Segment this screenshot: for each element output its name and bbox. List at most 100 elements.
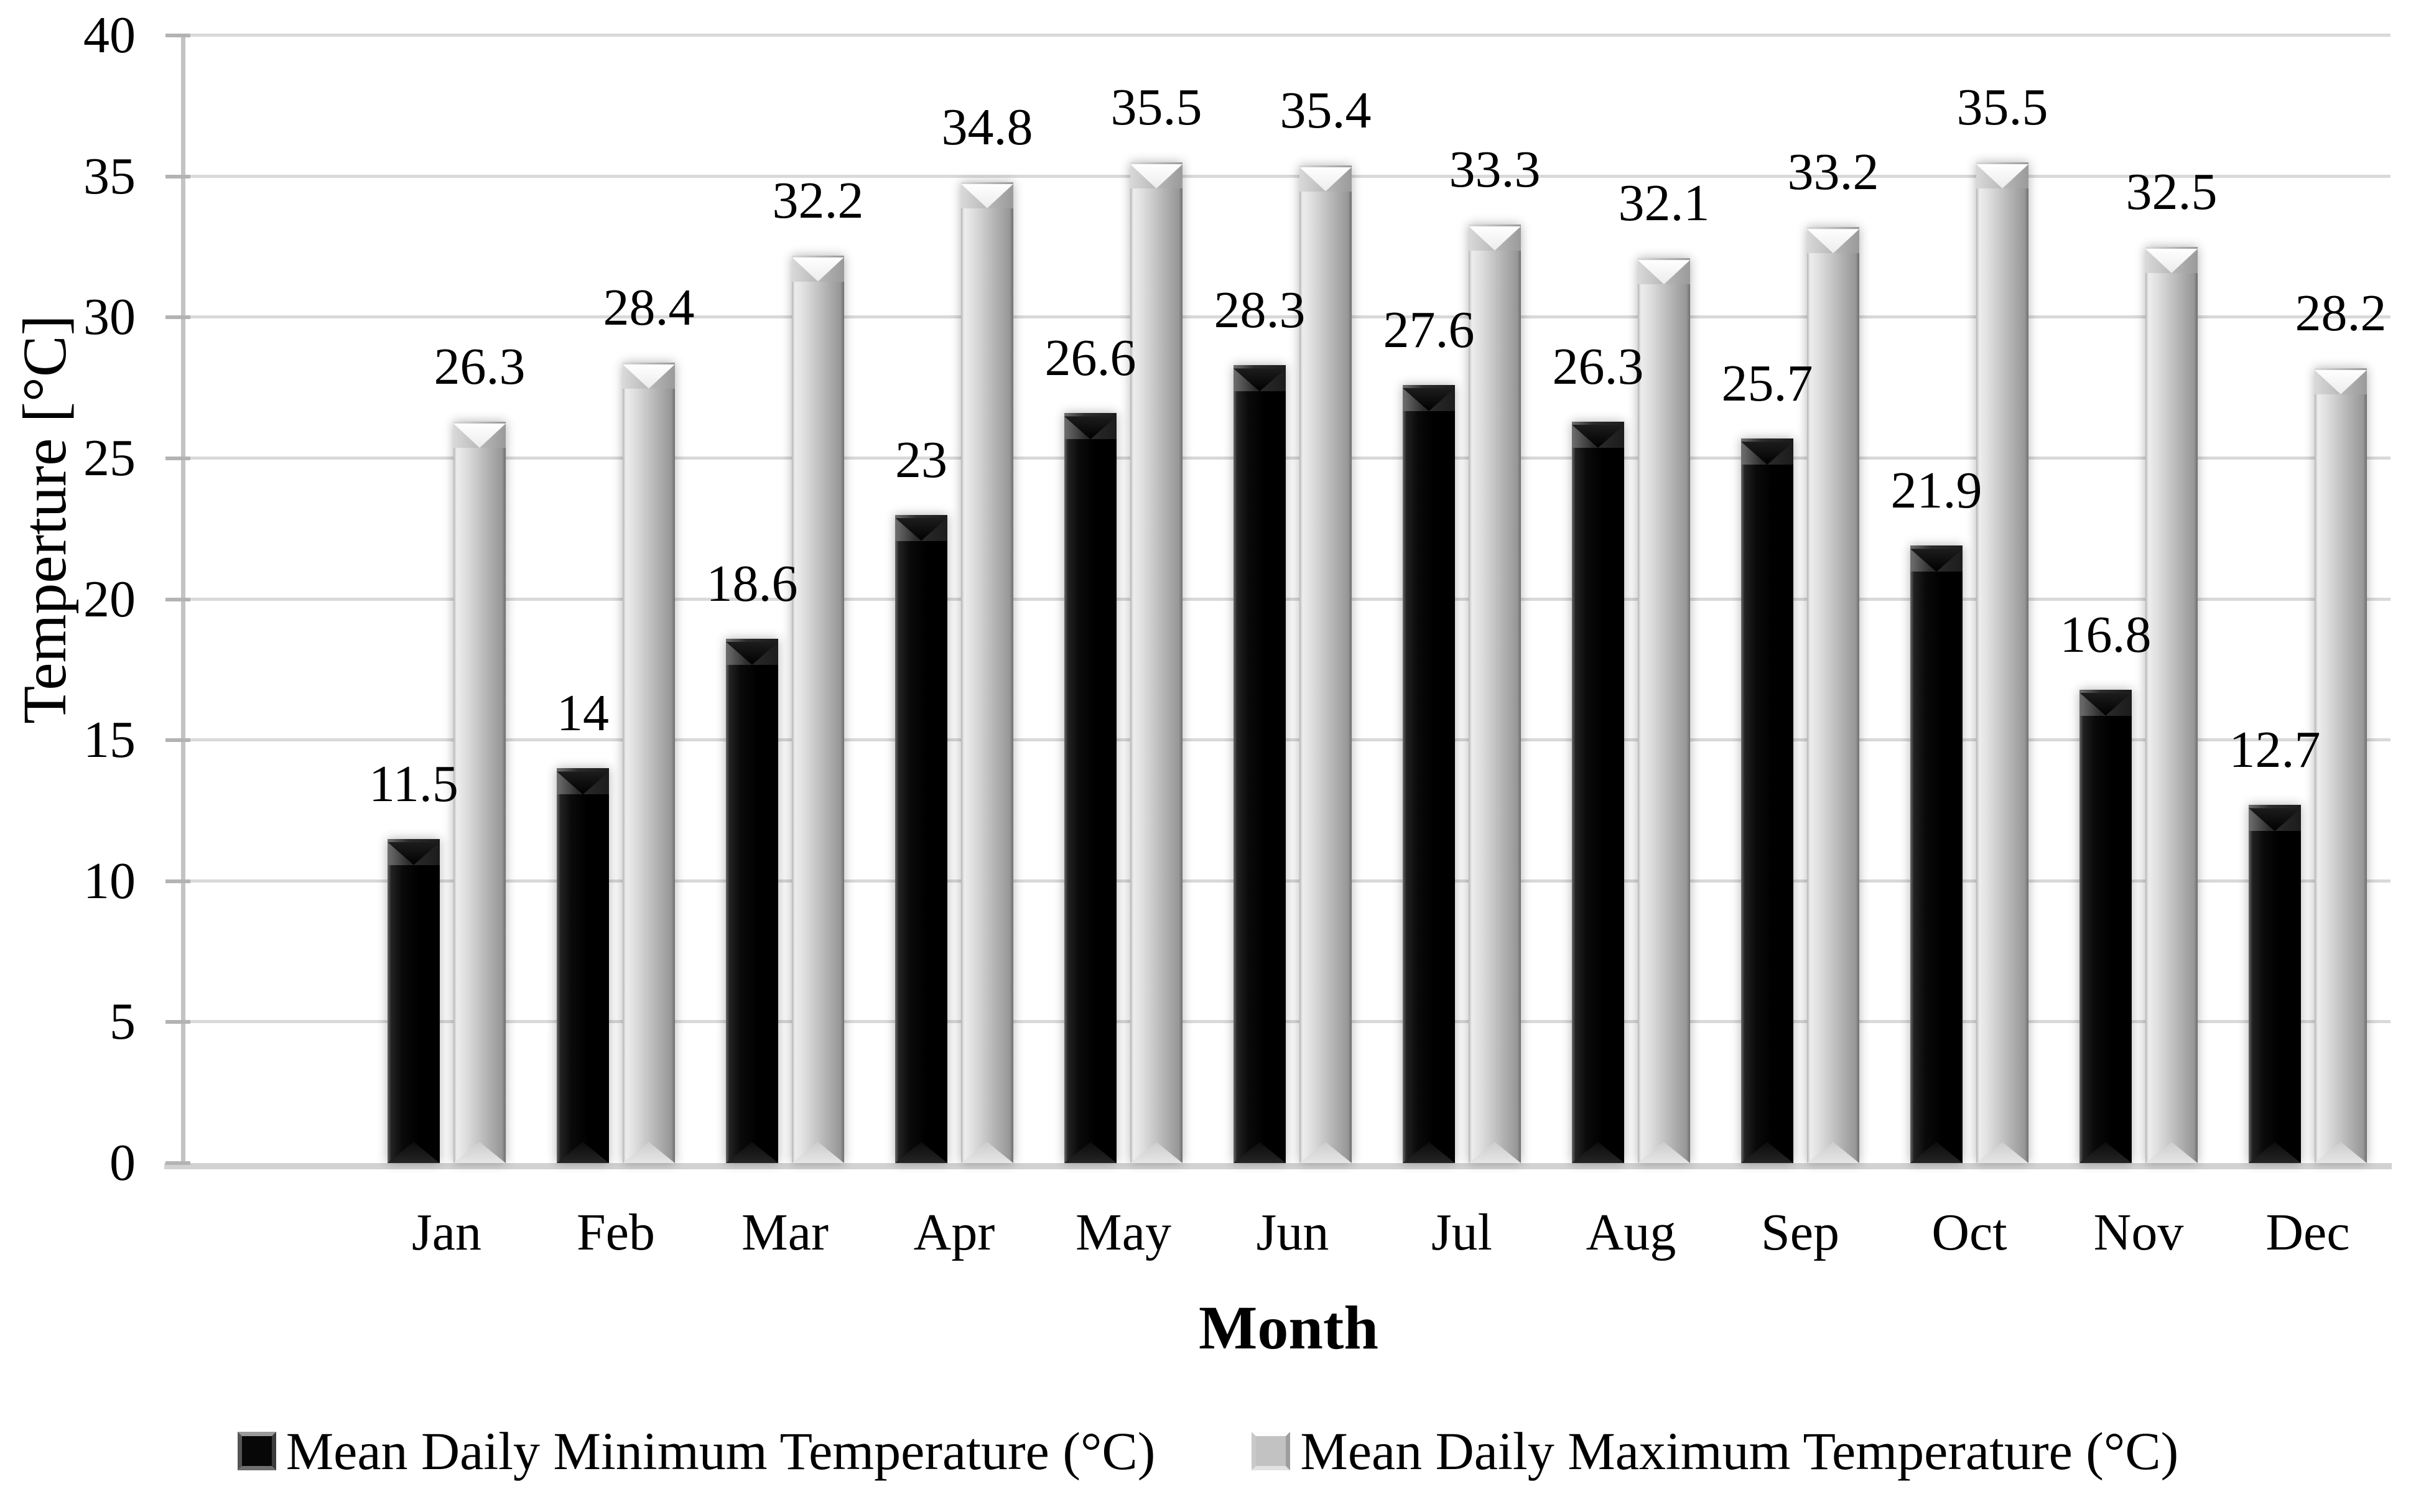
bar-max-aug [1638, 258, 1690, 1163]
y-tick-mark [165, 597, 190, 601]
bar-top-bevel [1064, 413, 1117, 440]
bar-top-bevel [1976, 162, 2028, 188]
bar-bottom-bevel [1910, 1142, 1963, 1163]
data-label-max: 32.2 [772, 171, 864, 230]
data-label-min: 21.9 [1890, 461, 1982, 520]
data-label-min: 26.3 [1552, 337, 1644, 396]
bar-min-may [1064, 413, 1117, 1163]
data-label-max: 34.8 [941, 98, 1033, 156]
category-group: 21.9 35.5 Oct [1891, 35, 2048, 1258]
bar-top-bevel [1910, 545, 1963, 572]
bar-top-bevel [792, 255, 844, 282]
y-tick-label: 40 [83, 6, 136, 64]
y-tick-mark [165, 174, 190, 179]
bar-min-feb [557, 768, 609, 1163]
legend-label: Mean Daily Maximum Temperature (°C) [1300, 1421, 2179, 1481]
data-label-max: 35.5 [1110, 78, 1202, 136]
y-axis-title: Temperture [°C] [10, 315, 79, 724]
bar-bottom-bevel [1130, 1142, 1182, 1163]
data-label-max: 28.2 [2295, 284, 2387, 342]
bar-min-mar [726, 638, 778, 1163]
bar-min-sep [1741, 438, 1793, 1163]
data-label-max: 32.5 [2126, 162, 2218, 221]
x-tick-label: Jun [1256, 1204, 1329, 1261]
category-group: 26.6 35.5 May [1045, 35, 1202, 1258]
data-label-min: 12.7 [2229, 721, 2321, 779]
bar-top-bevel [453, 421, 506, 448]
bar-bottom-bevel [895, 1142, 947, 1163]
x-axis-line [164, 1163, 2392, 1169]
category-group: 14 28.4 Feb [557, 35, 695, 1259]
bar-bottom-bevel [792, 1142, 844, 1163]
category-group: 18.6 32.2 Mar [707, 35, 864, 1258]
bar-top-bevel [2315, 368, 2367, 394]
bar-max-jul [1469, 224, 1521, 1163]
data-label-min: 14 [557, 684, 609, 743]
bar-bottom-bevel [557, 1142, 609, 1163]
bar-min-nov [2079, 689, 2132, 1163]
bar-min-jan [388, 838, 440, 1163]
bar-bottom-bevel [2249, 1142, 2301, 1163]
bar-top-bevel [623, 362, 675, 389]
data-label-max: 26.3 [434, 337, 526, 396]
gridline [185, 1020, 2390, 1024]
gridline [185, 738, 2390, 742]
x-axis-title: Month [1199, 1293, 1378, 1362]
x-tick-label: Mar [741, 1204, 829, 1261]
data-label-max: 33.2 [1787, 143, 1879, 202]
bar-min-aug [1572, 421, 1624, 1163]
bar-max-jan [453, 421, 506, 1163]
data-label-min: 25.7 [1721, 355, 1813, 413]
y-tick-label: 20 [83, 570, 136, 628]
bar-bottom-bevel [1299, 1142, 1352, 1163]
data-label-min: 23 [895, 430, 947, 489]
y-tick-mark [165, 738, 190, 743]
bar-bottom-bevel [1572, 1142, 1624, 1163]
x-tick-label: Aug [1586, 1204, 1676, 1261]
y-tick-label: 5 [109, 993, 136, 1051]
bar-bottom-bevel [1469, 1142, 1521, 1163]
bar-bottom-bevel [2315, 1142, 2367, 1163]
bar-bottom-bevel [453, 1142, 506, 1163]
bar-top-bevel [1469, 224, 1521, 251]
bar-top-bevel [1572, 421, 1624, 448]
gridline [185, 315, 2390, 319]
category-group: 23 34.8 Apr [895, 35, 1033, 1259]
y-tick-mark [165, 1020, 190, 1024]
bar-min-jun [1234, 365, 1286, 1163]
y-tick-mark [165, 34, 190, 37]
category-group: 26.3 32.1 Aug [1553, 35, 1710, 1259]
legend-marker-minimum [237, 1432, 276, 1470]
x-tick-label: Jan [412, 1204, 481, 1261]
x-tick-label: Nov [2093, 1204, 2184, 1261]
bar-min-apr [895, 514, 947, 1163]
bar-bottom-bevel [2145, 1142, 2198, 1163]
legend-label: Mean Daily Minimum Temperature (°C) [286, 1421, 1156, 1481]
bar-bottom-bevel [1976, 1142, 2028, 1163]
gridline [185, 34, 2390, 37]
bar-top-bevel [1234, 365, 1286, 392]
y-tick-label: 0 [109, 1134, 136, 1192]
bar-top-bevel [2079, 689, 2132, 716]
bar-bottom-bevel [961, 1142, 1013, 1163]
bar-top-bevel [557, 768, 609, 795]
bar-max-nov [2145, 246, 2198, 1163]
legend-item: Mean Daily Maximum Temperature (°C) [1252, 1424, 2178, 1478]
category-group: 11.5 26.3 Jan [369, 35, 525, 1258]
bar-top-bevel [895, 514, 947, 541]
x-tick-label: Dec [2265, 1204, 2350, 1261]
bar-bottom-bevel [1741, 1142, 1793, 1163]
bar-top-bevel [1741, 438, 1793, 465]
y-tick-mark [165, 879, 190, 883]
bar-max-jun [1299, 165, 1352, 1163]
bar-top-bevel [1403, 385, 1455, 412]
category-group: 12.7 28.2 Dec [2229, 35, 2387, 1258]
bar-top-bevel [726, 638, 778, 665]
bar-bottom-bevel [2079, 1142, 2132, 1163]
plot-area: 0 5 10 15 20 25 30 35 40 11.5 26.3 Jan 14 28.4 Feb 18.6… [83, 9, 2392, 1259]
data-label-max: 35.4 [1280, 81, 1372, 139]
bar-top-bevel [1299, 165, 1352, 192]
bar-top-bevel [1638, 258, 1690, 285]
gridline [185, 879, 2390, 883]
data-label-max: 32.1 [1618, 174, 1710, 233]
